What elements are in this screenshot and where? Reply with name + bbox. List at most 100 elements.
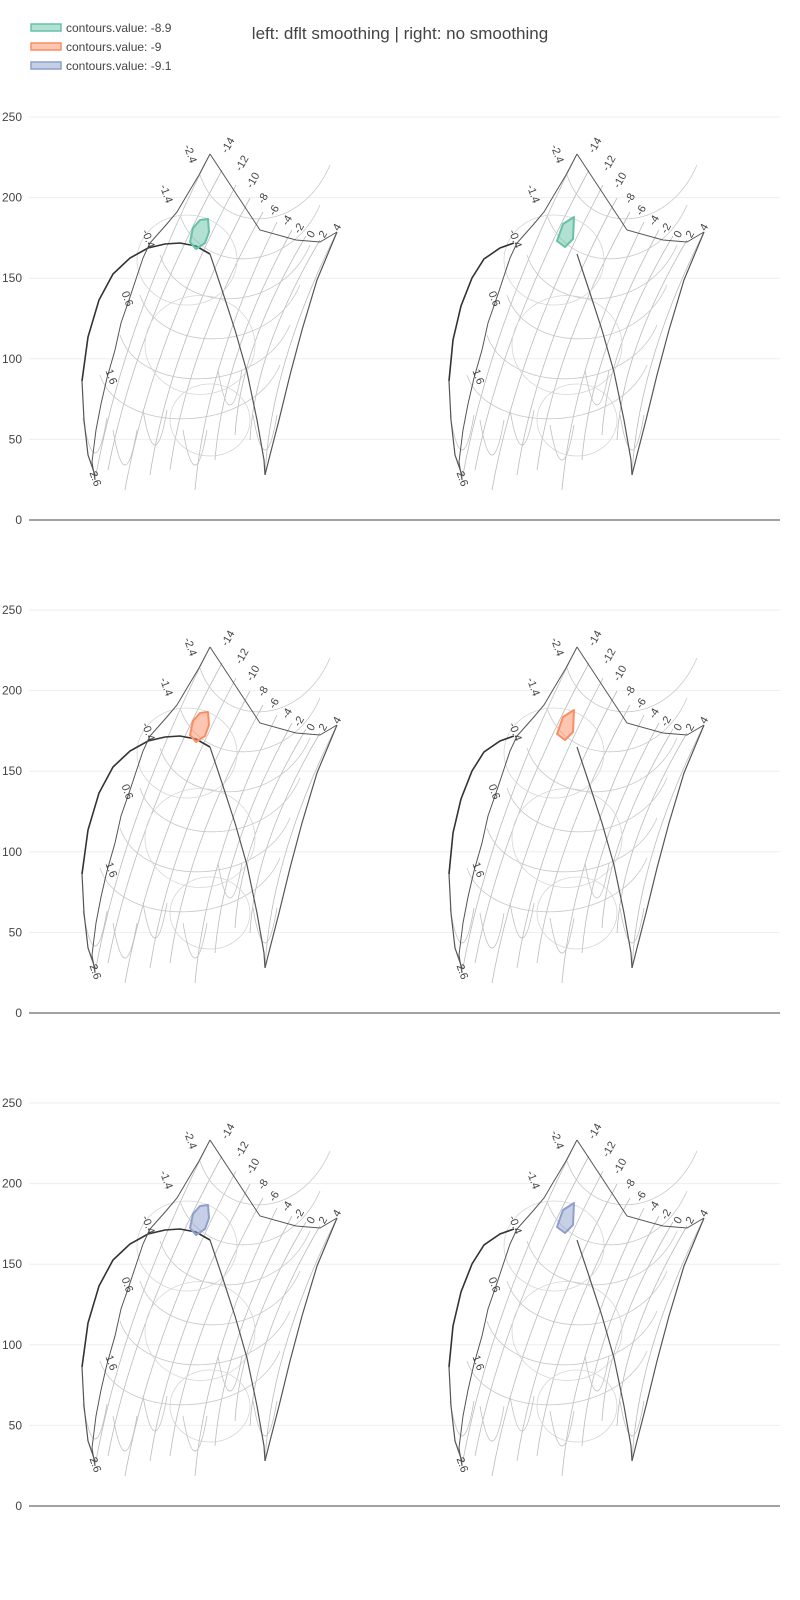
b-gridline: [631, 231, 705, 476]
b-gridline: [461, 1139, 578, 1467]
y-tick-label: 50: [9, 432, 23, 446]
b-gridline: [474, 662, 590, 964]
background-contour: [511, 788, 623, 888]
legend-item[interactable]: contours.value: -8.9: [30, 21, 172, 35]
carpet-mesh: [82, 153, 338, 491]
contour-fill: [189, 1204, 210, 1236]
b-axis-label: 0: [305, 1215, 318, 1226]
dip-line: [252, 1400, 278, 1437]
b-axis-label: -4: [647, 213, 662, 227]
background-contour: [536, 383, 618, 457]
a-gridline: [99, 364, 281, 420]
a-gridline: [99, 857, 281, 913]
a-axis-label: 2.6: [87, 1456, 104, 1474]
y-tick-label: 150: [2, 1257, 22, 1271]
a-gridline: [526, 737, 678, 793]
b-axis-label: -4: [647, 706, 662, 720]
b-axis-label: -12: [233, 1140, 251, 1160]
a-axis-label: -2.4: [181, 636, 199, 658]
b-axis-label: -10: [244, 1157, 262, 1177]
contour-fill: [556, 709, 575, 741]
legend-label: contours.value: -9.1: [66, 59, 172, 73]
b-gridline: [264, 231, 338, 476]
b-axis-label: -4: [280, 213, 295, 227]
carpet-a-edge: [458, 646, 578, 974]
a-axis-label: -2.4: [181, 143, 199, 165]
a-axis-label: -2.4: [548, 143, 566, 165]
carpet-inner-edge: [209, 746, 266, 969]
carpet-outer-edge: [448, 242, 515, 382]
dip-line: [142, 1395, 168, 1432]
a-gridline: [179, 1190, 321, 1246]
dip-line: [182, 922, 208, 959]
carpet-boundary: [81, 1139, 338, 1467]
background-contour: [136, 1200, 238, 1292]
a-axis-label: -1.4: [524, 676, 542, 698]
b-axis-label: 4: [331, 1208, 344, 1219]
a-gridline: [159, 1230, 311, 1286]
b-gridline: [107, 1155, 223, 1457]
b-gridline: [491, 677, 604, 984]
b-gridline: [536, 1197, 631, 1457]
subplot-r2-c1: 050100150200250-2.4-1.4-0.40.61.62.6-14-…: [2, 603, 780, 1020]
subplot-r3-c1: 050100150200250-2.4-1.4-0.40.61.62.6-14-…: [2, 1096, 780, 1513]
dip-line: [112, 1415, 138, 1452]
dip-line: [479, 419, 505, 456]
a-axis-label: 0.6: [486, 290, 503, 308]
a-gridline: [566, 1150, 698, 1206]
b-axis-label: -10: [611, 664, 629, 684]
carpet-inner-edge: [209, 253, 266, 476]
b-gridline: [561, 714, 645, 984]
background-contour: [169, 1369, 251, 1443]
contour-fill: [189, 218, 210, 250]
y-tick-label: 0: [15, 513, 22, 527]
carpet-boundary: [448, 153, 705, 481]
a-axis-label: 0.6: [486, 783, 503, 801]
a-axis-label: 2.6: [454, 963, 471, 981]
carpet-boundary: [448, 1139, 705, 1467]
a-axis-label: -1.4: [157, 676, 175, 698]
b-axis-label: 0: [672, 229, 685, 240]
a-gridline: [159, 737, 311, 793]
carpet-right-edge: [264, 231, 338, 476]
b-axis-label: -4: [280, 1199, 295, 1213]
y-tick-label: 150: [2, 764, 22, 778]
b-gridline: [474, 1155, 590, 1457]
b-gridline: [631, 1217, 705, 1462]
dip-line: [217, 1355, 243, 1392]
background-contour: [511, 295, 623, 395]
legend-item[interactable]: contours.value: -9.1: [30, 59, 172, 73]
b-gridline: [234, 1221, 307, 1422]
b-gridline: [107, 662, 223, 964]
a-gridline: [119, 817, 291, 873]
b-axis-label: 4: [331, 715, 344, 726]
dip-line: [112, 429, 138, 466]
b-axis-label: 2: [317, 722, 330, 733]
legend-swatch: [30, 42, 62, 51]
b-axis-label: -10: [244, 664, 262, 684]
b-gridline: [601, 235, 674, 436]
a-axis-label: 0.6: [119, 783, 136, 801]
contour-fill: [189, 711, 210, 743]
carpet-boundary: [81, 646, 338, 974]
a-gridline: [179, 204, 321, 260]
carpet-outer-edge: [448, 735, 515, 875]
dip-line: [619, 907, 645, 944]
b-gridline: [124, 184, 237, 491]
b-gridline: [214, 1215, 293, 1447]
b-gridline: [194, 714, 278, 984]
a-gridline: [546, 204, 688, 260]
carpet-mesh: [82, 1139, 338, 1477]
b-axis-label: -14: [586, 1122, 604, 1142]
carpet-top-edge: [209, 1139, 338, 1229]
a-gridline: [466, 1350, 648, 1406]
dip-line: [509, 409, 535, 446]
legend-item[interactable]: contours.value: -9: [30, 40, 162, 54]
b-axis-label: 0: [305, 229, 318, 240]
a-axis-label: 2.6: [87, 963, 104, 981]
y-tick-label: 150: [2, 271, 22, 285]
y-tick-label: 50: [9, 925, 23, 939]
b-gridline: [616, 239, 688, 441]
